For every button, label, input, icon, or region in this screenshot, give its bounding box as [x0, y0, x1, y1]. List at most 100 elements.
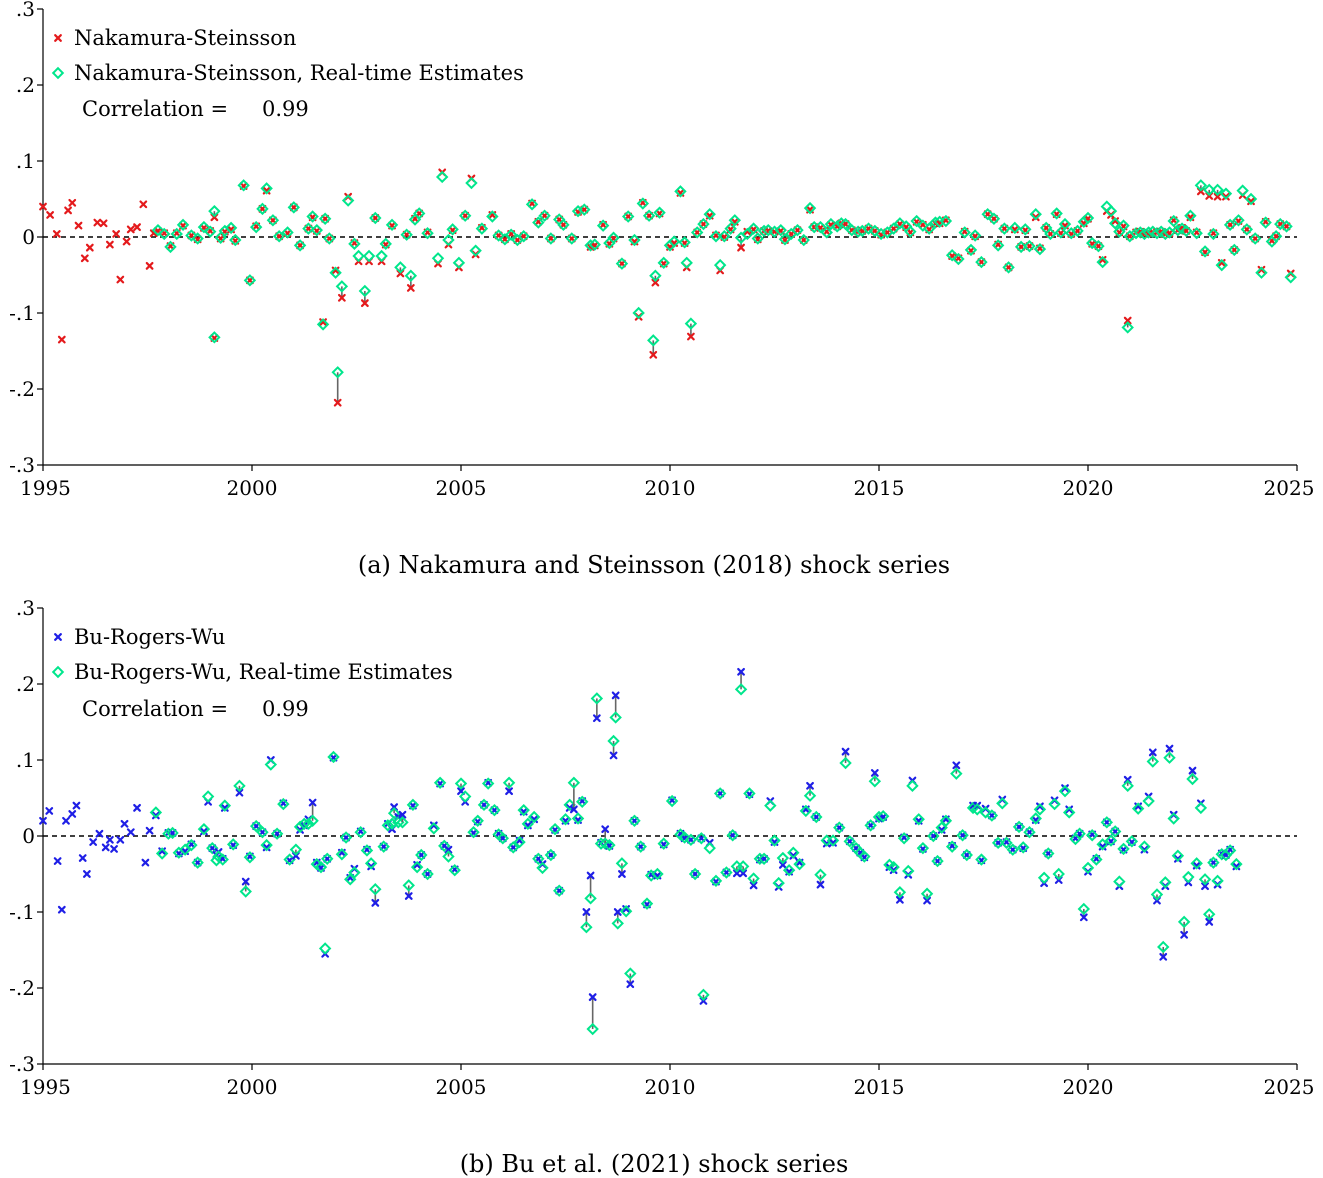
panel-b-realtime-point: [335, 848, 349, 861]
panel-b-realtime-point: [1085, 829, 1099, 842]
panel-a-realtime-point: [1240, 223, 1254, 236]
panel-a-realtime-point: [874, 227, 888, 241]
panel-b-y-tick-label: .3: [16, 596, 35, 620]
panel-b-point: [367, 862, 376, 871]
panel-a-realtime-point: [1054, 226, 1068, 239]
panel-b-realtime-point: [1058, 784, 1072, 798]
panel-b-realtime-point: [615, 857, 629, 870]
panel-a-realtime-point: [151, 223, 165, 237]
panel-a-realtime-point: [939, 214, 953, 228]
panel-a-realtime-point: [208, 331, 221, 344]
panel-b-realtime-point: [950, 767, 963, 780]
panel-b-point: [116, 835, 125, 844]
panel-a-realtime-point: [1081, 211, 1095, 225]
panel-b-point: [806, 781, 814, 790]
panel-b-point: [618, 870, 626, 878]
panel-b-point: [816, 880, 825, 889]
panel-a-point: [64, 206, 72, 215]
panel-b-realtime-point: [1159, 876, 1172, 889]
panel-b-point: [82, 870, 91, 878]
panel-b-point: [841, 747, 850, 756]
panel-a-realtime-point: [329, 266, 342, 279]
panel-b-realtime-point: [488, 803, 501, 817]
panel-a-realtime-point: [1044, 227, 1057, 241]
panel-b-point: [444, 845, 453, 854]
panel-a-realtime-point: [1207, 227, 1220, 241]
panel-b-realtime-point: [726, 829, 739, 842]
panel-a-caption: (a) Nakamura and Steinsson (2018) shock …: [358, 551, 950, 579]
panel-b-realtime-point: [580, 920, 593, 934]
panel-b-legend-marker-1: [54, 633, 62, 641]
panel-b-point: [105, 835, 114, 844]
panel-b-realtime-point: [1033, 803, 1047, 816]
panel-a-realtime-point: [588, 238, 601, 251]
panel-b-realtime-point: [1163, 751, 1176, 764]
panel-b-realtime-point: [826, 834, 840, 847]
panel-a-y-tick-label: -.3: [9, 453, 35, 477]
panel-b-realtime-point: [166, 826, 179, 840]
panel-a-realtime-point: [394, 261, 407, 274]
panel-b-realtime-point: [603, 838, 616, 852]
panel-a-realtime-point: [358, 284, 372, 298]
panel-b-realtime-point: [695, 832, 708, 845]
panel-b-realtime-point: [887, 860, 900, 874]
panel-a-realtime-point: [287, 201, 301, 214]
panel-b-realtime-point: [185, 838, 198, 852]
panel-a-realtime-point: [1104, 204, 1118, 218]
panel-b-realtime-point: [544, 848, 558, 862]
panel-b-realtime-point: [1211, 874, 1224, 888]
panel-a-realtime-point: [164, 240, 177, 254]
panel-b-realtime-point: [306, 814, 319, 828]
panel-b-realtime-point: [1131, 802, 1145, 815]
panel-b-point: [582, 908, 591, 916]
panel-b-point: [110, 845, 118, 853]
panel-b-realtime-point: [814, 868, 827, 881]
panel-a-realtime-point: [1203, 183, 1216, 197]
panel-b-realtime-point: [634, 840, 647, 853]
panel-a-legend-label-2: Nakamura-Steinsson, Real-time Estimates: [74, 61, 524, 85]
panel-a-realtime-point: [260, 182, 273, 195]
panel-a-realtime-point: [621, 210, 635, 223]
panel-b-realtime-point: [454, 777, 468, 790]
panel-a-realtime-point: [1071, 224, 1084, 238]
panel-b-realtime-point: [768, 834, 781, 847]
panel-a-realtime-point: [945, 249, 959, 262]
panel-b-realtime-point: [421, 867, 434, 881]
panel-b-realtime-point: [764, 799, 777, 812]
panel-b-realtime-point: [256, 825, 269, 839]
panel-a-realtime-point: [442, 233, 455, 247]
panel-b-realtime-point: [1108, 825, 1122, 838]
panel-b-realtime-point: [684, 833, 698, 847]
panel-b-point: [101, 843, 110, 852]
panel-b-point: [895, 895, 904, 904]
panel-b-realtime-point: [833, 821, 846, 834]
panel-a-axes: -.3 -.2 -.1 0 .1 .2 .3 1995 2000 2005 2010 2015 2020…: [9, 0, 1314, 500]
panel-b-point: [601, 825, 610, 834]
panel-b-realtime-point: [1203, 908, 1216, 921]
panel-b-realtime-point: [1182, 870, 1195, 884]
panel-b-realtime-point: [772, 876, 785, 890]
panel-a-realtime-point: [964, 243, 978, 257]
panel-a-realtime-point: [266, 214, 280, 227]
panel-a-point: [1213, 192, 1222, 201]
panel-a-realtime-point: [636, 197, 650, 210]
panel-b-realtime-point: [277, 797, 290, 811]
panel-a-point: [99, 219, 108, 228]
panel-a-realtime-point: [431, 252, 445, 265]
panel-b-point: [870, 769, 879, 777]
panel-b-realtime-point: [381, 819, 395, 832]
panel-b-realtime-point: [864, 819, 877, 832]
panel-b-realtime-point: [1062, 806, 1076, 819]
panel-b-realtime-point: [249, 819, 263, 833]
panel-a-realtime-point: [465, 176, 478, 190]
panel-b-realtime-point: [1190, 857, 1203, 870]
panel-b-realtime-point: [979, 806, 992, 819]
panel-b-point: [1148, 748, 1157, 757]
panel-a-realtime-point: [348, 237, 361, 251]
panel-b-realtime-point: [553, 884, 566, 897]
panel-a-realtime-point: [628, 233, 641, 247]
panel-a-realtime-point: [369, 211, 382, 225]
panel-a-realtime-point: [323, 232, 336, 245]
panel-b-point: [241, 877, 250, 886]
